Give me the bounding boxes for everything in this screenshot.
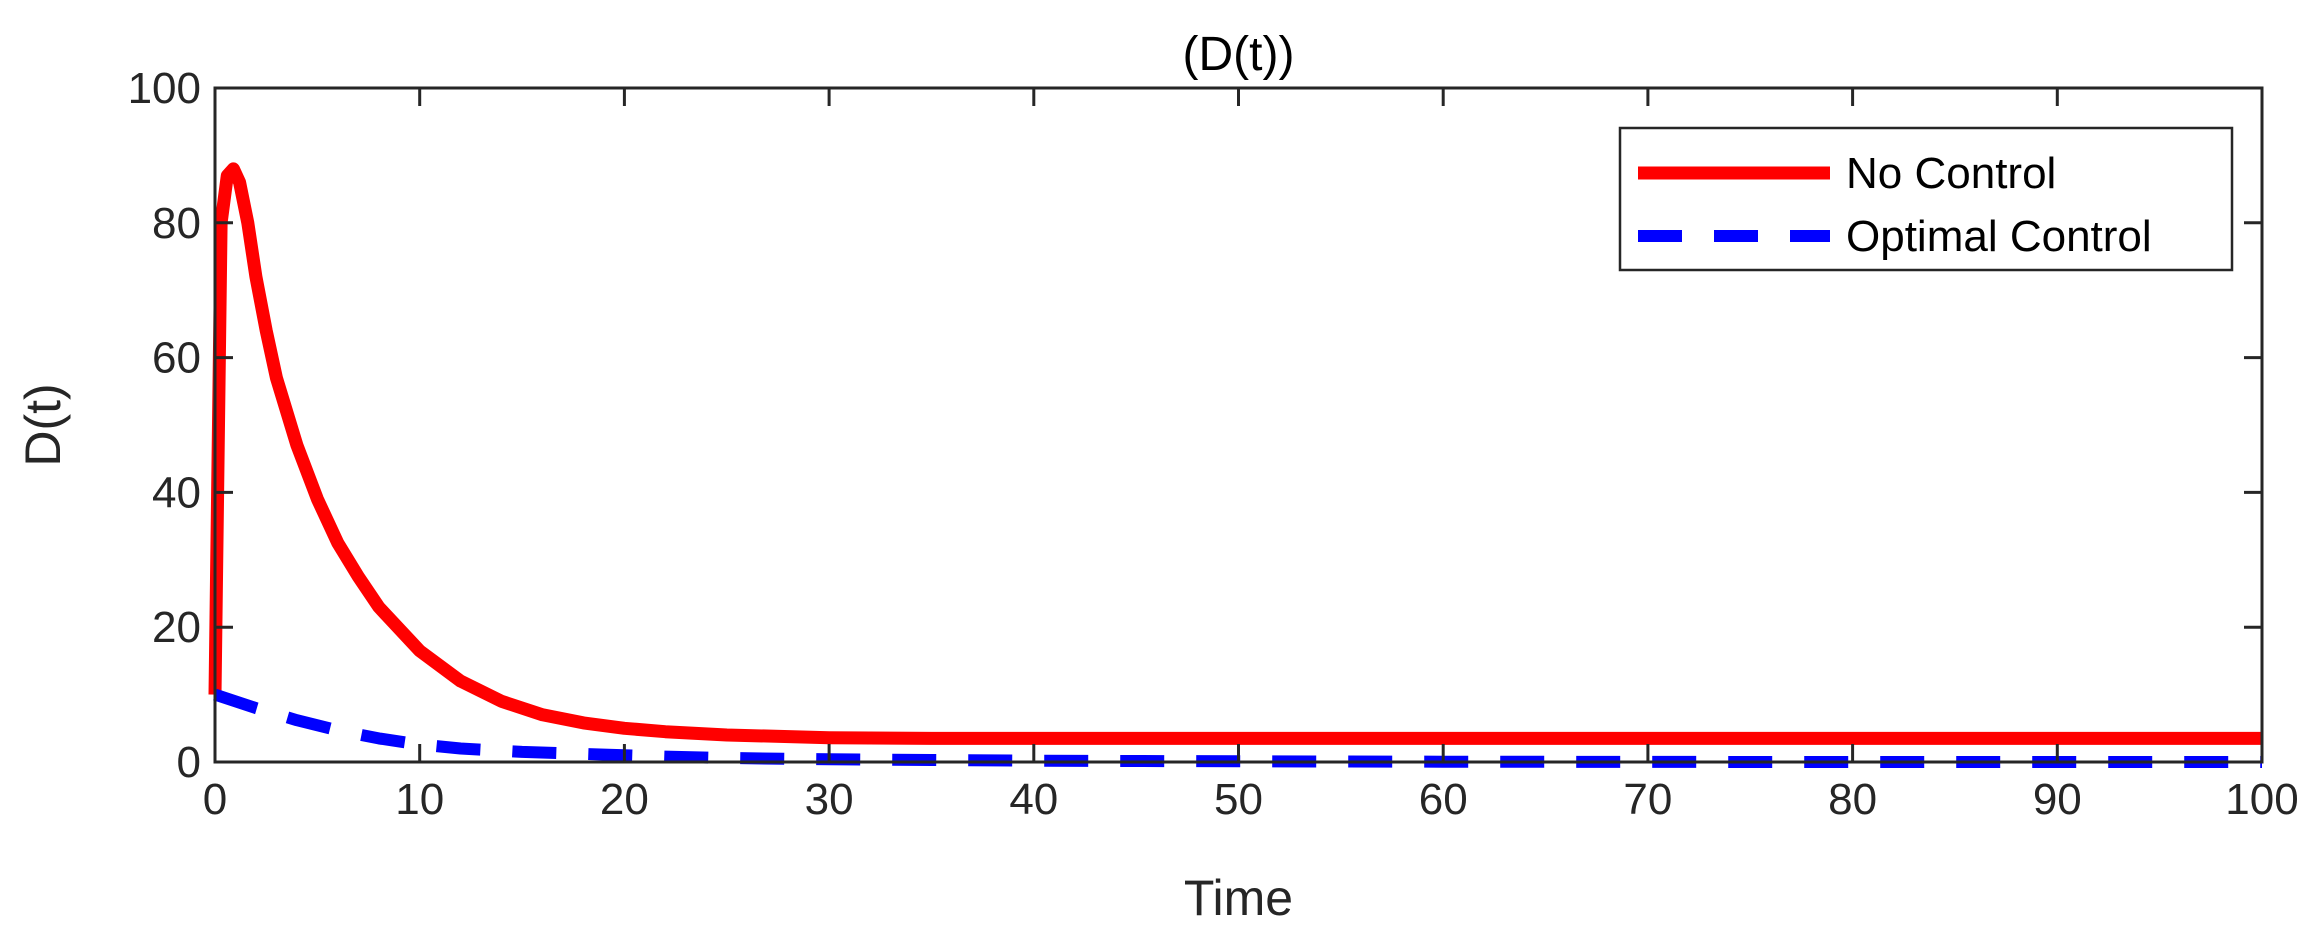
- y-tick-label: 0: [177, 738, 201, 787]
- x-tick-label: 30: [805, 775, 854, 824]
- y-axis: 0 20 40 60 80 100: [128, 64, 2262, 787]
- legend: No Control Optimal Control: [1618, 126, 2234, 272]
- series-line-0: [208, 162, 2262, 745]
- y-axis-label: D(t): [15, 383, 71, 466]
- x-tick-label: 0: [203, 775, 227, 824]
- legend-label-optimal-control: Optimal Control: [1846, 212, 2152, 261]
- x-tick-label: 80: [1828, 775, 1877, 824]
- legend-label-no-control: No Control: [1846, 149, 2056, 198]
- legend-box: [1618, 126, 2234, 272]
- x-tick-label: 20: [600, 775, 649, 824]
- y-tick-label: 100: [128, 64, 201, 113]
- x-axis-label: Time: [1184, 870, 1293, 926]
- x-tick-label: 10: [395, 775, 444, 824]
- x-tick-label: 60: [1419, 775, 1468, 824]
- x-tick-label: 40: [1009, 775, 1058, 824]
- x-tick-label: 90: [2033, 775, 2082, 824]
- y-tick-label: 20: [152, 603, 201, 652]
- y-tick-label: 80: [152, 199, 201, 248]
- y-tick-label: 40: [152, 468, 201, 517]
- x-axis: 0 10 20 30 40 50 60 70 80 90 100: [203, 88, 2299, 824]
- x-tick-label: 100: [2225, 775, 2298, 824]
- y-tick-label: 60: [152, 334, 201, 383]
- chart-title: (D(t)): [1183, 28, 1295, 81]
- x-tick-label: 50: [1214, 775, 1263, 824]
- x-tick-label: 70: [1623, 775, 1672, 824]
